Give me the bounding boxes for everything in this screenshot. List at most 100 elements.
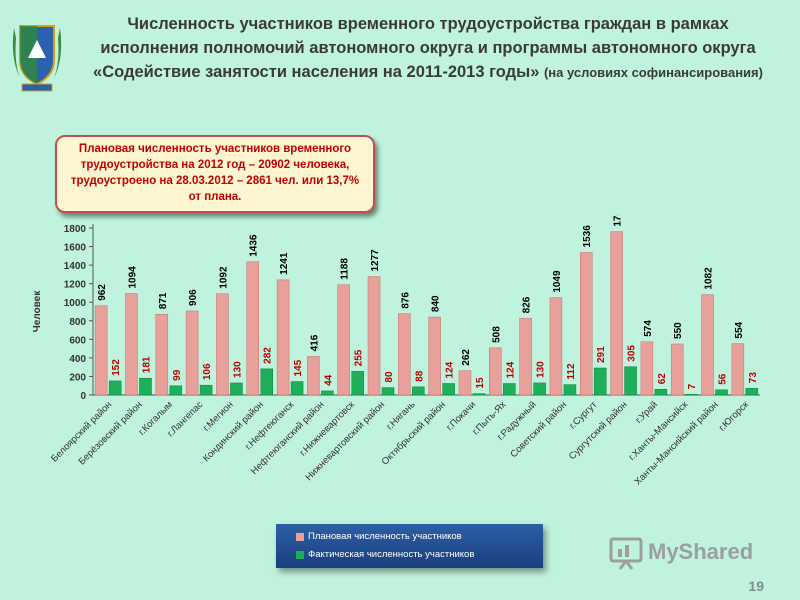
title-text: Численность участников временного трудоу… xyxy=(93,15,756,81)
data-label-actual: 291 xyxy=(596,346,607,363)
bar-plan xyxy=(155,313,169,396)
bar-actual xyxy=(533,382,546,396)
bar-plan xyxy=(549,297,563,396)
bar-plan xyxy=(428,316,441,396)
data-label-plan: 826 xyxy=(522,296,533,313)
bar-actual xyxy=(169,385,183,396)
y-tick-label: 1400 xyxy=(64,261,87,272)
category-label: г.Урай xyxy=(634,399,660,425)
data-label-actual: 305 xyxy=(627,345,638,362)
y-tick-label: 0 xyxy=(80,391,86,402)
bar-actual xyxy=(745,387,759,396)
data-label-actual: 7 xyxy=(687,383,698,389)
data-label-actual: 130 xyxy=(536,361,547,378)
data-label-plan: 1436 xyxy=(249,234,260,257)
y-tick-label: 400 xyxy=(69,354,86,365)
coat-of-arms-emblem xyxy=(6,18,68,96)
legend-swatch-plan xyxy=(296,533,304,541)
bar-actual xyxy=(351,371,364,396)
data-label-plan: 840 xyxy=(431,295,442,312)
bar-plan xyxy=(458,370,472,396)
bar-plan xyxy=(185,310,199,396)
bar-plan xyxy=(367,276,381,396)
data-label-plan: 262 xyxy=(461,349,472,366)
legend-item-plan: Плановая численность участников xyxy=(296,530,462,544)
bar-actual xyxy=(230,382,243,396)
data-label-actual: 124 xyxy=(505,361,516,378)
page-number: 19 xyxy=(748,578,764,594)
bar-actual xyxy=(108,380,122,396)
bar-plan xyxy=(610,231,623,396)
data-label-plan: 574 xyxy=(643,320,654,337)
data-label-plan: 550 xyxy=(673,322,684,339)
slide-title: Численность участников временного трудоу… xyxy=(78,12,778,85)
data-label-actual: 130 xyxy=(232,361,243,378)
data-label-plan: 1188 xyxy=(340,258,351,280)
bar-actual xyxy=(260,368,273,396)
y-tick-label: 1600 xyxy=(64,243,87,254)
legend-label-plan: Плановая численность участников xyxy=(308,531,462,542)
data-label-plan: 876 xyxy=(400,292,411,309)
data-label-plan: 871 xyxy=(158,292,169,309)
bar-plan xyxy=(246,261,259,396)
data-label-actual: 80 xyxy=(384,371,395,383)
data-label-actual: 62 xyxy=(657,373,668,385)
data-label-plan: 1277 xyxy=(370,249,381,272)
bar-plan xyxy=(125,293,138,396)
data-label-actual: 282 xyxy=(263,347,274,364)
y-tick-label: 800 xyxy=(69,317,86,328)
legend-item-actual: Фактическая численность участников xyxy=(296,548,474,562)
data-label-plan: 554 xyxy=(734,321,745,338)
y-tick-label: 1000 xyxy=(64,298,87,309)
data-label-actual: 145 xyxy=(293,359,304,376)
data-label-plan: 1761 xyxy=(613,215,624,227)
data-label-actual: 99 xyxy=(172,369,183,381)
data-label-plan: 508 xyxy=(491,326,502,343)
bar-plan xyxy=(489,347,502,396)
y-tick-label: 600 xyxy=(69,335,86,346)
data-label-plan: 1536 xyxy=(582,225,593,248)
data-label-actual: 181 xyxy=(141,356,152,373)
presentation-icon xyxy=(609,537,643,570)
bar-plan xyxy=(216,293,229,396)
bar-actual xyxy=(199,384,213,396)
bar-actual xyxy=(715,389,728,396)
data-label-plan: 906 xyxy=(188,289,199,306)
data-label-plan: 1094 xyxy=(127,266,138,289)
data-label-actual: 106 xyxy=(202,363,213,380)
bar-actual xyxy=(442,383,455,396)
data-label-actual: 56 xyxy=(718,373,729,385)
bar-actual xyxy=(139,377,152,396)
bar-plan xyxy=(731,343,745,396)
category-label: г.Югорск xyxy=(717,399,752,434)
data-label-actual: 73 xyxy=(748,372,759,384)
bar-actual xyxy=(594,367,607,396)
bar-plan xyxy=(276,279,290,396)
data-label-plan: 1241 xyxy=(279,252,290,275)
data-label-actual: 44 xyxy=(323,374,334,386)
bar-plan xyxy=(580,252,593,396)
data-label-actual: 88 xyxy=(414,370,425,382)
bar-plan xyxy=(640,341,654,396)
y-tick-label: 1200 xyxy=(64,280,87,291)
data-label-plan: 962 xyxy=(97,284,108,301)
data-label-actual: 15 xyxy=(475,377,486,389)
bar-plan xyxy=(337,284,350,396)
bar-plan xyxy=(398,313,411,396)
bar-chart: 0 200 400 600 800 1000 1200 1400 1600 1800 Человек… xyxy=(32,215,760,488)
data-label-plan: 1092 xyxy=(218,266,229,289)
category-label: г.Нижневартовск xyxy=(298,399,358,459)
bar-actual xyxy=(381,387,395,396)
bar-actual xyxy=(503,383,516,396)
category-label: Сургутский район xyxy=(567,399,630,462)
bar-actual xyxy=(624,366,637,396)
bar-actual xyxy=(684,394,698,396)
bar-plan xyxy=(307,356,320,396)
bar-actual xyxy=(321,390,334,396)
y-axis-title: Человек xyxy=(32,290,43,332)
bar-actual xyxy=(472,393,486,396)
bar-plan xyxy=(94,305,108,396)
bar-plan xyxy=(519,318,532,396)
bar-plan xyxy=(701,294,714,396)
y-tick-label: 1800 xyxy=(64,224,87,235)
